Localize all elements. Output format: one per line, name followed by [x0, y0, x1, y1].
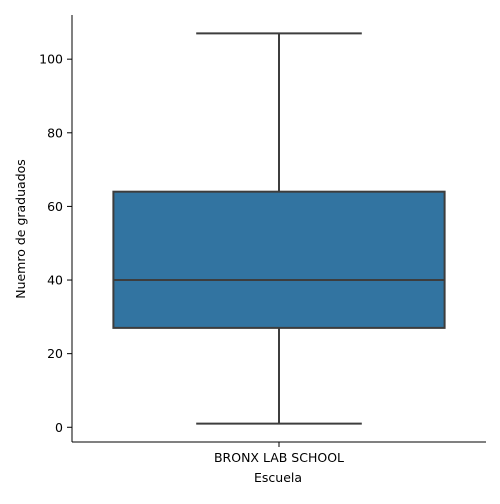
iqr-box	[112, 190, 446, 329]
y-tick-label: 60	[47, 199, 63, 214]
y-tick-label: 0	[55, 420, 63, 435]
y-axis-ticks: 0 20 40 60 80 100	[39, 52, 72, 435]
x-axis-label: Escuela	[254, 470, 302, 485]
y-tick-label: 100	[39, 52, 63, 67]
x-axis-ticks: BRONX LAB SCHOOL	[214, 442, 344, 465]
box-layer	[112, 32, 446, 425]
y-tick-label: 20	[47, 346, 63, 361]
x-tick-label: BRONX LAB SCHOOL	[214, 450, 344, 465]
y-axis-label: Nuemro de graduados	[13, 159, 28, 299]
y-tick-label: 80	[47, 125, 63, 140]
y-tick-label: 40	[47, 273, 63, 288]
